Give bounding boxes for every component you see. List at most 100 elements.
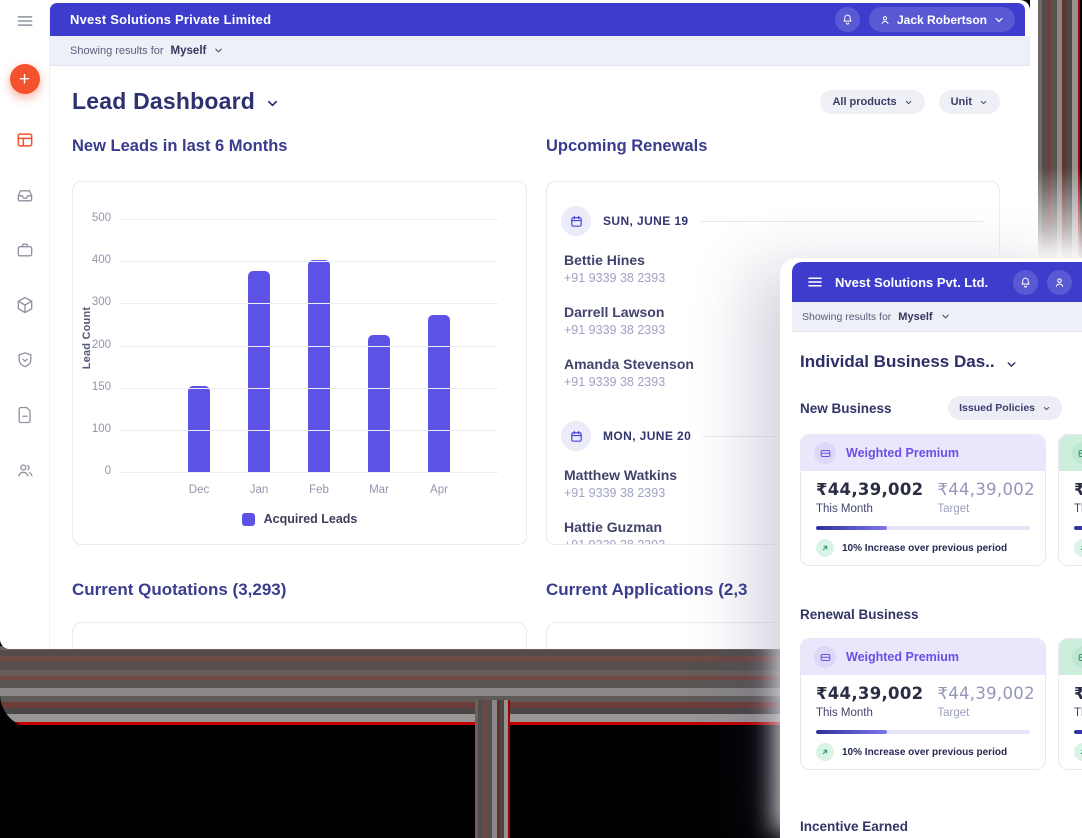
results-filter-bar: Showing results for Myself bbox=[50, 36, 1030, 66]
bar-slot bbox=[229, 220, 289, 473]
chevron-down-icon bbox=[215, 48, 223, 53]
progress-fill bbox=[816, 526, 887, 530]
renewal-contact[interactable]: Matthew Watkins +91 9339 38 2393 bbox=[564, 466, 983, 503]
y-tick-label: 200 bbox=[91, 338, 111, 351]
sidebar-item-briefcase[interactable] bbox=[15, 240, 35, 260]
header-actions: Jack Robertson bbox=[834, 7, 1015, 32]
this-month-value: ₹44,39,002 bbox=[1074, 480, 1082, 499]
renewal-contact[interactable]: Bettie Hines +91 9339 38 2393 bbox=[564, 251, 983, 288]
filter-selected[interactable]: Myself bbox=[898, 310, 933, 323]
sidebar-item-inbox[interactable] bbox=[15, 185, 35, 205]
bell-icon bbox=[843, 14, 852, 25]
chevron-down-icon bbox=[941, 314, 949, 319]
chevron-down-icon bbox=[995, 17, 1003, 22]
renewal-business-cards-row[interactable]: Weighted Premium ₹44,39,002 This Month ₹… bbox=[800, 638, 1082, 770]
hamburger-icon[interactable] bbox=[806, 273, 824, 291]
target-value: ₹44,39,002 bbox=[937, 684, 1035, 703]
sidebar-item-products[interactable] bbox=[15, 295, 35, 315]
renewals-section-title: Upcoming Renewals bbox=[546, 137, 708, 155]
mobile-dashboard-title-row[interactable]: Individal Business Das.. bbox=[800, 350, 1082, 374]
calendar-icon bbox=[561, 421, 591, 451]
sidebar-item-documents[interactable] bbox=[15, 405, 35, 425]
y-tick-label: 500 bbox=[91, 212, 111, 224]
mobile-company-title: Nvest Solutions Pvt. Ltd. bbox=[835, 274, 989, 290]
add-button[interactable]: + bbox=[9, 64, 40, 94]
gridline bbox=[119, 303, 498, 305]
mobile-app-header: Nvest Solutions Pvt. Ltd. bbox=[792, 262, 1082, 302]
contact-phone: +91 9339 38 2393 bbox=[564, 271, 666, 285]
quotations-title: Current Quotations (3,293) bbox=[72, 580, 287, 599]
notifications-button[interactable] bbox=[834, 7, 860, 32]
issued-policies-dropdown[interactable]: Issued Policies bbox=[948, 396, 1062, 420]
new-business-heading: New Business bbox=[800, 400, 892, 416]
incentive-earned-heading: Incentive Earned bbox=[800, 818, 909, 834]
card-body: ₹44,39,002 This Month ₹44,39,002 Target bbox=[801, 471, 1045, 557]
renewal-contact[interactable]: Darrell Lawson +91 9339 38 2393 bbox=[564, 303, 983, 340]
contact-phone: +91 9339 38 2393 bbox=[564, 323, 666, 337]
x-tick-label: Feb bbox=[309, 484, 329, 496]
dashboard-title-row[interactable]: Lead Dashboard bbox=[72, 88, 280, 115]
dashboard-filters: All products Unit bbox=[820, 90, 1000, 114]
renewal-contact[interactable]: Hattie Guzman +91 9339 38 2393 bbox=[564, 518, 983, 545]
company-title: Nvest Solutions Private Limited bbox=[70, 12, 272, 27]
briefcase-icon bbox=[17, 243, 32, 257]
new-business-cards-row[interactable]: Weighted Premium ₹44,39,002 This Month ₹… bbox=[800, 434, 1082, 566]
inbox-icon bbox=[17, 190, 32, 202]
chart-bars bbox=[169, 220, 469, 473]
plus-icon: + bbox=[18, 68, 31, 90]
arrow-up-right-icon bbox=[816, 539, 834, 557]
sidebar-item-policies[interactable] bbox=[15, 350, 35, 370]
renewal-business-row: Renewal Business bbox=[800, 602, 1082, 626]
premium-card-icon bbox=[814, 442, 836, 464]
chevron-down-icon bbox=[1007, 361, 1016, 367]
sidebar-item-customers[interactable] bbox=[15, 460, 35, 480]
contact-phone: +91 9339 38 2393 bbox=[564, 538, 666, 545]
bar-apr bbox=[428, 314, 450, 473]
gridline bbox=[119, 345, 498, 347]
new-business-row: New Business Issued Policies bbox=[800, 396, 1082, 420]
card-header: Weighted Premium bbox=[801, 639, 1045, 675]
growth-text: 10% Increase over previous period bbox=[842, 542, 1008, 554]
notifications-button[interactable] bbox=[1013, 269, 1038, 295]
person-icon bbox=[881, 15, 889, 24]
x-tick-label: Mar bbox=[369, 484, 389, 496]
chart-legend: Acquired Leads bbox=[73, 512, 526, 526]
profile-button[interactable] bbox=[1047, 269, 1072, 295]
all-products-dropdown[interactable]: All products bbox=[820, 90, 925, 114]
app-header: Nvest Solutions Private Limited Jack Rob… bbox=[50, 3, 1025, 36]
shield-icon bbox=[18, 352, 32, 368]
peek-metric-card: ₹44,39,002 This Month bbox=[1058, 434, 1082, 566]
contact-phone: +91 9339 38 2393 bbox=[564, 375, 666, 389]
sidebar-item-dashboard[interactable] bbox=[15, 130, 35, 150]
premium-card-icon bbox=[814, 646, 836, 668]
progress-track bbox=[816, 526, 1030, 530]
document-icon bbox=[18, 406, 31, 424]
legend-label: Acquired Leads bbox=[263, 512, 358, 526]
unit-dropdown[interactable]: Unit bbox=[938, 90, 1000, 114]
arrow-up-right-icon bbox=[1074, 539, 1082, 557]
renewal-date: MON, JUNE 20 bbox=[603, 429, 692, 443]
bell-icon bbox=[1021, 277, 1030, 288]
card-label: Weighted Premium bbox=[846, 650, 959, 664]
weighted-premium-card: Weighted Premium ₹44,39,002 This Month ₹… bbox=[800, 434, 1046, 566]
arrow-up-right-icon bbox=[1074, 743, 1082, 761]
target-label: Target bbox=[937, 503, 970, 515]
this-month-label: This Month bbox=[1074, 503, 1082, 515]
renewal-contact[interactable]: Amanda Stevenson +91 9339 38 2393 bbox=[564, 355, 983, 392]
mobile-results-filter-bar: Showing results for Myself bbox=[792, 302, 1082, 332]
y-tick-label: 300 bbox=[91, 296, 111, 309]
hamburger-icon[interactable] bbox=[15, 11, 35, 31]
user-menu[interactable]: Jack Robertson bbox=[868, 7, 1015, 32]
contact-name: Amanda Stevenson bbox=[564, 356, 694, 372]
dashboard-icon bbox=[17, 133, 32, 147]
bar-slot bbox=[169, 220, 229, 473]
filter-selected[interactable]: Myself bbox=[170, 44, 207, 57]
arrow-up-right-icon bbox=[816, 743, 834, 761]
shadow-stripes-vertical bbox=[475, 700, 510, 838]
mobile-content: Individal Business Das.. New Business Is… bbox=[780, 332, 1082, 838]
chevron-down-icon bbox=[980, 100, 987, 104]
card-header bbox=[1059, 435, 1082, 471]
gridline bbox=[119, 387, 498, 389]
all-products-label: All products bbox=[832, 96, 897, 108]
